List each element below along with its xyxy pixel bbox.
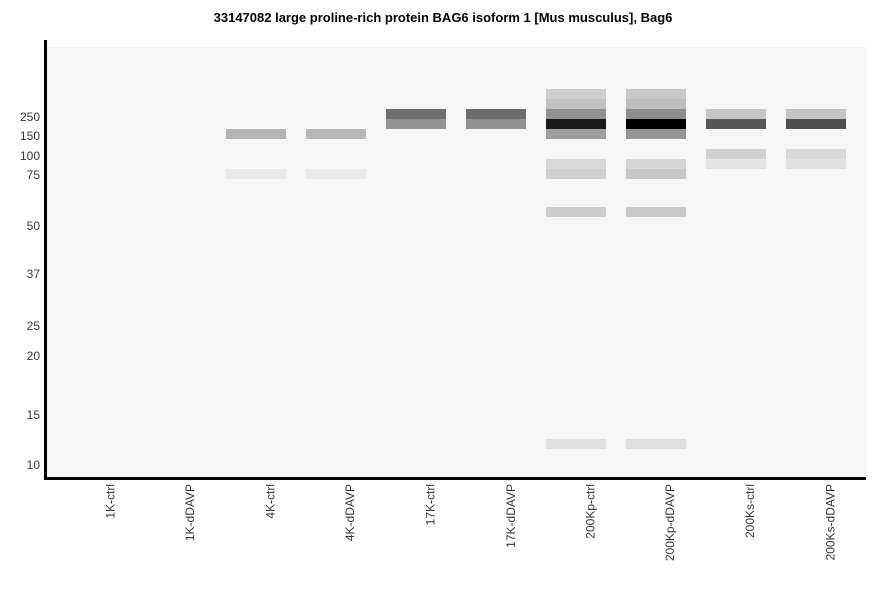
- y-tick-label: 25: [26, 319, 40, 333]
- y-axis-line: [44, 40, 47, 480]
- y-tick-label: 10: [26, 458, 40, 472]
- x-axis-line: [44, 477, 866, 480]
- blot-band: [546, 159, 606, 169]
- blot-band: [706, 149, 766, 159]
- y-tick-label: 37: [26, 267, 40, 281]
- blot-band: [626, 207, 686, 217]
- blot-band: [306, 129, 366, 139]
- blot-band: [626, 119, 686, 129]
- x-lane-label: 17K-dDAVP: [503, 484, 518, 548]
- y-tick-label: 100: [19, 149, 40, 163]
- y-tick-label: 250: [19, 110, 40, 124]
- blot-band: [226, 169, 286, 179]
- blot-band: [306, 169, 366, 179]
- blot-band: [546, 207, 606, 217]
- blot-band: [626, 439, 686, 449]
- blot-band: [706, 119, 766, 129]
- x-lane-label: 1K-ctrl: [103, 484, 118, 519]
- blot-band: [786, 119, 846, 129]
- blot-band: [786, 149, 846, 159]
- blot-band: [546, 89, 606, 99]
- blot-band: [546, 439, 606, 449]
- blot-band: [706, 159, 766, 169]
- x-lane-label: 200Kp-dDAVP: [663, 484, 678, 562]
- x-lane-label: 200Kp-ctrl: [583, 484, 598, 539]
- blot-band: [706, 109, 766, 119]
- y-tick-label: 75: [26, 168, 40, 182]
- blot-band: [546, 119, 606, 129]
- x-lane-label: 200Ks-ctrl: [743, 484, 758, 539]
- blot-band: [226, 129, 286, 139]
- blot-band: [546, 109, 606, 119]
- x-lane-label: 17K-ctrl: [423, 484, 438, 526]
- chart-title: 33147082 large proline-rich protein BAG6…: [213, 10, 673, 25]
- x-lane-label: 200Ks-dDAVP: [823, 484, 838, 561]
- blot-band: [546, 99, 606, 109]
- y-tick-label: 150: [19, 129, 40, 143]
- blot-band: [466, 119, 526, 129]
- blot-band: [626, 89, 686, 99]
- blot-band: [786, 159, 846, 169]
- blot-band: [786, 109, 846, 119]
- x-lane-label: 1K-dDAVP: [183, 484, 198, 542]
- x-lane-label: 4K-dDAVP: [343, 484, 358, 542]
- blot-band: [386, 109, 446, 119]
- blot-band: [466, 109, 526, 119]
- blot-band: [626, 99, 686, 109]
- y-tick-label: 15: [26, 408, 40, 422]
- blot-band: [626, 129, 686, 139]
- blot-band: [626, 159, 686, 169]
- y-tick-label: 50: [26, 219, 40, 233]
- blot-band: [386, 119, 446, 129]
- x-lane-label: 4K-ctrl: [263, 484, 278, 519]
- y-tick-label: 20: [26, 349, 40, 363]
- blot-band: [546, 169, 606, 179]
- blot-band: [626, 109, 686, 119]
- blot-band: [546, 129, 606, 139]
- blot-band: [626, 169, 686, 179]
